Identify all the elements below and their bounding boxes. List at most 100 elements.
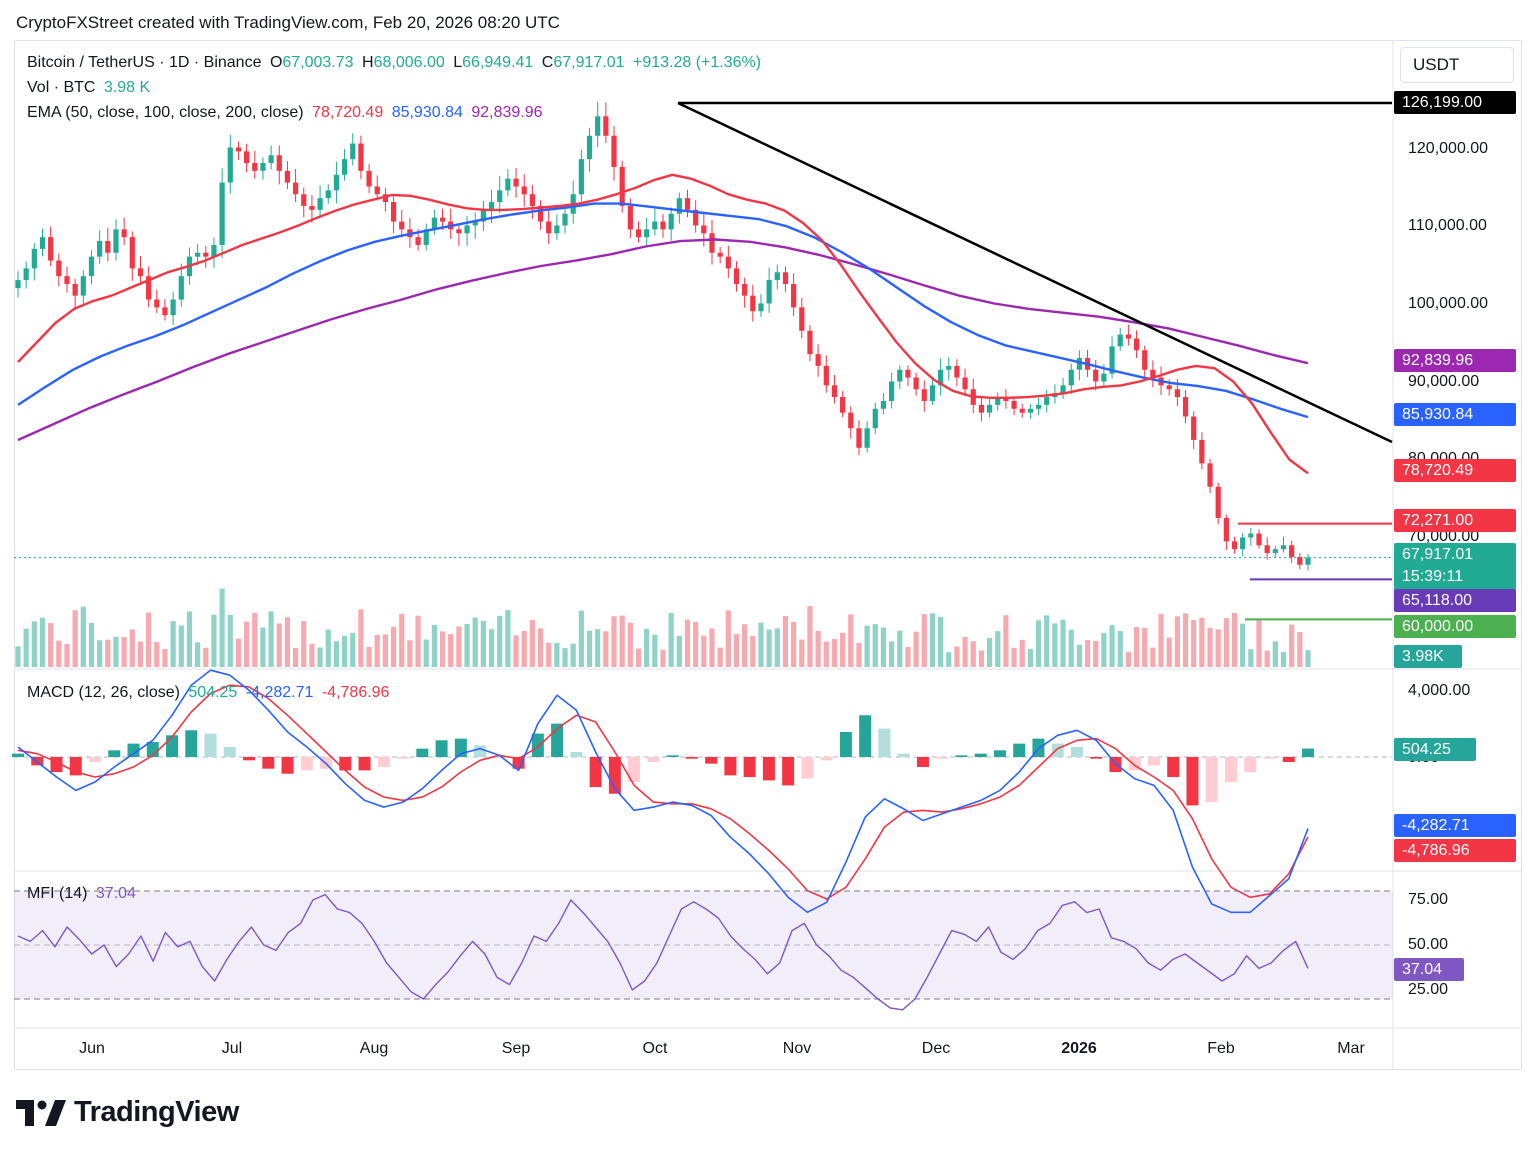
volume-bar [791, 621, 797, 667]
volume-bar [456, 626, 462, 667]
candle-body [791, 283, 797, 308]
volume-bar [464, 623, 470, 667]
volume-bar [374, 634, 380, 667]
macd-histogram-bar [916, 757, 929, 768]
candle-body [774, 272, 780, 281]
y-tick-90000: 90,000.00 [1408, 373, 1480, 390]
volume-bar [439, 631, 446, 667]
low-value: 66,949.41 [462, 54, 534, 71]
volume-bar [750, 635, 756, 667]
candle-body [758, 303, 764, 312]
mfi-tick-25: 25.00 [1408, 981, 1449, 998]
candle-body [1223, 517, 1229, 542]
macd-histogram-bar [1224, 757, 1237, 783]
volume-bar [554, 642, 560, 667]
candle-body [1264, 545, 1270, 554]
candle-body [146, 276, 152, 300]
volume-bar [848, 614, 854, 667]
candle-body [56, 260, 62, 277]
volume-bar [1076, 644, 1082, 667]
macd-label[interactable]: MACD (12, 26, close) [27, 684, 180, 701]
candle-body [864, 428, 870, 448]
volume-bar [774, 628, 780, 667]
mfi-band [14, 891, 1393, 999]
volume-bar [162, 649, 168, 667]
candle-body [39, 237, 46, 249]
volume-bar [244, 621, 250, 667]
volume-bar [1248, 649, 1254, 667]
candle-body [562, 213, 568, 226]
macd-histogram-bar [435, 740, 448, 757]
volume-bar [1044, 615, 1050, 667]
volume-bar [1289, 624, 1295, 667]
symbol-title[interactable]: Bitcoin / TetherUS · 1D · Binance [27, 54, 262, 71]
volume-bar [1125, 651, 1131, 667]
candle-body [644, 229, 650, 238]
volume-bar [1280, 652, 1287, 667]
macd-histogram-value: 504.25 [188, 684, 238, 701]
candle-body [1174, 389, 1180, 398]
macd-line [17, 669, 1309, 914]
volume-bar [807, 606, 813, 667]
x-tick-mar: Mar [1337, 1040, 1365, 1057]
candle-body [1093, 369, 1099, 382]
mfi-label[interactable]: MFI (14) [27, 885, 88, 902]
volume-bar [1158, 613, 1164, 667]
price-tag-volume: 3.98K [1394, 645, 1462, 668]
candle-body [154, 299, 160, 308]
volume-bar [880, 627, 887, 667]
volume-label[interactable]: Vol · BTC [27, 79, 96, 96]
volume-bar [1084, 640, 1091, 667]
volume-bar [1068, 629, 1074, 667]
close-value: 67,917.01 [553, 54, 625, 71]
macd-histogram-bar [127, 743, 140, 757]
x-tick-jul: Jul [221, 1040, 243, 1057]
volume-bar [317, 647, 323, 667]
candle-body [292, 182, 299, 195]
candle-body [472, 221, 478, 226]
tradingview-logo[interactable]: TradingView [16, 1096, 239, 1129]
macd-histogram-bar [416, 748, 429, 757]
price-tag-resistance: 72,271.00 [1394, 509, 1516, 532]
candle-body [15, 280, 21, 289]
volume-bar [1182, 613, 1189, 667]
candle-body [48, 237, 54, 261]
candle-body [603, 116, 609, 136]
volume-bar [72, 610, 78, 667]
volume-bar [758, 622, 764, 667]
candle-body [64, 276, 70, 284]
candle-body [782, 272, 789, 284]
ema-label[interactable]: EMA (50, close, 100, close, 200, close) [27, 104, 304, 121]
volume-bar [1297, 632, 1303, 667]
candle-body [766, 280, 772, 304]
volume-bar [782, 615, 789, 667]
volume-bar [292, 648, 299, 667]
candle-body [374, 186, 380, 195]
macd-histogram-bar [339, 757, 352, 771]
volume-bar [80, 606, 86, 667]
candle-body [137, 268, 144, 277]
candle-body [578, 159, 584, 195]
candle-body [799, 307, 805, 331]
x-tick-feb: Feb [1207, 1040, 1235, 1057]
candle-body [309, 205, 315, 210]
candle-body [986, 404, 993, 413]
volume-bar [382, 634, 389, 667]
volume-bar [39, 617, 46, 667]
candle-body [1191, 416, 1197, 440]
macd-histogram-bar [1070, 746, 1083, 757]
candle-body [211, 244, 217, 257]
currency-selector[interactable]: USDT [1400, 47, 1514, 83]
volume-bar [1011, 647, 1017, 667]
volume-bar [701, 635, 707, 667]
candle-body [1142, 350, 1148, 370]
volume-bar [709, 628, 715, 667]
candle-body [635, 229, 642, 238]
volume-bar [23, 628, 29, 667]
volume-bar [56, 640, 62, 667]
volume-bar [872, 624, 878, 667]
volume-bar [488, 629, 495, 667]
volume-bar [815, 631, 821, 667]
volume-bar [1191, 620, 1197, 667]
